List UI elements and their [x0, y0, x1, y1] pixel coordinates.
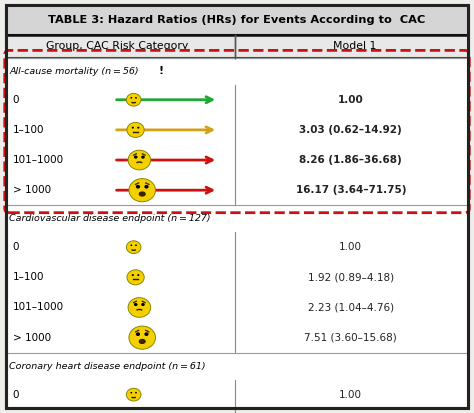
Circle shape	[134, 303, 137, 306]
Ellipse shape	[139, 339, 145, 344]
Text: Cardiovascular disease endpoint (n = 127): Cardiovascular disease endpoint (n = 127…	[9, 214, 211, 223]
Text: 0: 0	[13, 95, 19, 105]
Text: Model 1: Model 1	[333, 41, 376, 52]
Text: 1.00: 1.00	[339, 242, 362, 252]
Text: 0: 0	[13, 389, 19, 400]
Circle shape	[134, 156, 137, 159]
Circle shape	[130, 392, 132, 394]
Circle shape	[128, 150, 151, 170]
Text: 8.26 (1.86–36.68): 8.26 (1.86–36.68)	[300, 155, 402, 165]
Text: 1.92 (0.89–4.18): 1.92 (0.89–4.18)	[308, 272, 394, 282]
Text: Group, CAC Risk Category: Group, CAC Risk Category	[46, 41, 189, 52]
Circle shape	[141, 156, 145, 159]
Circle shape	[136, 332, 140, 336]
Text: !: !	[159, 66, 164, 76]
Text: 1–100: 1–100	[13, 272, 44, 282]
Circle shape	[127, 270, 144, 285]
Circle shape	[130, 244, 132, 246]
Circle shape	[132, 127, 134, 128]
Text: TABLE 3: Hazard Ratios (HRs) for Events According to  CAC: TABLE 3: Hazard Ratios (HRs) for Events …	[48, 15, 426, 25]
Circle shape	[129, 326, 155, 349]
Circle shape	[135, 392, 137, 394]
Circle shape	[141, 303, 145, 306]
Circle shape	[144, 185, 148, 189]
FancyBboxPatch shape	[6, 35, 468, 58]
Circle shape	[130, 97, 132, 99]
Ellipse shape	[139, 192, 145, 196]
Circle shape	[144, 332, 148, 336]
Text: 101–1000: 101–1000	[13, 302, 64, 313]
Text: 7.51 (3.60–15.68): 7.51 (3.60–15.68)	[304, 332, 397, 343]
Text: 1.00: 1.00	[339, 389, 362, 400]
Text: > 1000: > 1000	[13, 185, 51, 195]
Text: 1–100: 1–100	[13, 125, 44, 135]
Circle shape	[136, 185, 140, 189]
Circle shape	[127, 93, 141, 106]
Text: > 1000: > 1000	[13, 332, 51, 343]
Text: 101–1000: 101–1000	[13, 155, 64, 165]
Circle shape	[132, 274, 134, 276]
Circle shape	[129, 178, 155, 202]
Circle shape	[127, 122, 144, 138]
Circle shape	[137, 274, 139, 276]
FancyBboxPatch shape	[6, 5, 468, 35]
Text: 16.17 (3.64–71.75): 16.17 (3.64–71.75)	[295, 185, 406, 195]
Text: 3.03 (0.62–14.92): 3.03 (0.62–14.92)	[300, 125, 402, 135]
Circle shape	[135, 244, 137, 246]
Circle shape	[137, 127, 139, 128]
Text: Coronary heart disease endpoint (n = 61): Coronary heart disease endpoint (n = 61)	[9, 362, 206, 370]
Text: All-cause mortality (n = 56): All-cause mortality (n = 56)	[9, 67, 145, 76]
FancyBboxPatch shape	[6, 5, 468, 408]
Text: 2.23 (1.04–4.76): 2.23 (1.04–4.76)	[308, 302, 394, 313]
Circle shape	[127, 388, 141, 401]
Circle shape	[127, 241, 141, 254]
Text: 1.00: 1.00	[338, 95, 364, 105]
Circle shape	[128, 298, 151, 317]
Circle shape	[135, 97, 137, 99]
Text: 0: 0	[13, 242, 19, 252]
